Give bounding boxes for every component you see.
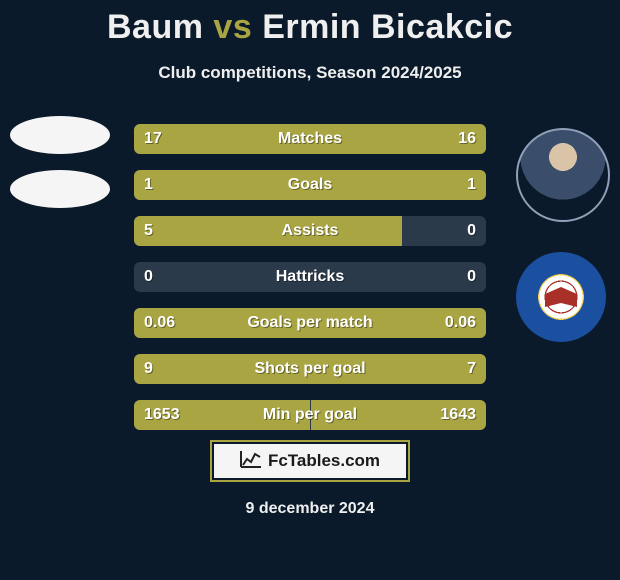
player-right-club-badge bbox=[516, 252, 606, 342]
player-right-name: Ermin Bicakcic bbox=[262, 8, 513, 46]
player-left-club-placeholder bbox=[10, 170, 110, 208]
stat-row: 16531643Min per goal bbox=[134, 400, 486, 430]
stat-label: Goals per match bbox=[134, 308, 486, 338]
stat-row: 11Goals bbox=[134, 170, 486, 200]
stat-label: Assists bbox=[134, 216, 486, 246]
stat-label: Hattricks bbox=[134, 262, 486, 292]
stat-label: Goals bbox=[134, 170, 486, 200]
stat-row: 50Assists bbox=[134, 216, 486, 246]
vs-text: vs bbox=[213, 8, 252, 46]
credit-box[interactable]: FcTables.com bbox=[210, 440, 410, 482]
player-left-avatar-placeholder bbox=[10, 116, 110, 154]
page-title: Baum vs Ermin Bicakcic bbox=[0, 0, 620, 47]
player-right-avatar bbox=[516, 128, 610, 222]
stat-row: 0.060.06Goals per match bbox=[134, 308, 486, 338]
footer-date: 9 december 2024 bbox=[0, 500, 620, 518]
player-left-name: Baum bbox=[107, 8, 203, 46]
left-avatar-column bbox=[10, 116, 110, 224]
right-avatar-column bbox=[516, 128, 610, 342]
stat-label: Shots per goal bbox=[134, 354, 486, 384]
stat-row: 97Shots per goal bbox=[134, 354, 486, 384]
comparison-card: Baum vs Ermin Bicakcic Club competitions… bbox=[0, 0, 620, 580]
subtitle: Club competitions, Season 2024/2025 bbox=[0, 63, 620, 83]
credit-text: FcTables.com bbox=[268, 451, 380, 471]
stat-row: 00Hattricks bbox=[134, 262, 486, 292]
stat-row: 1716Matches bbox=[134, 124, 486, 154]
stat-label: Min per goal bbox=[134, 400, 486, 430]
chart-icon bbox=[240, 450, 262, 472]
comparison-bars: 1716Matches 11Goals 50Assists 00Hattricks 0.… bbox=[134, 124, 486, 446]
stat-label: Matches bbox=[134, 124, 486, 154]
